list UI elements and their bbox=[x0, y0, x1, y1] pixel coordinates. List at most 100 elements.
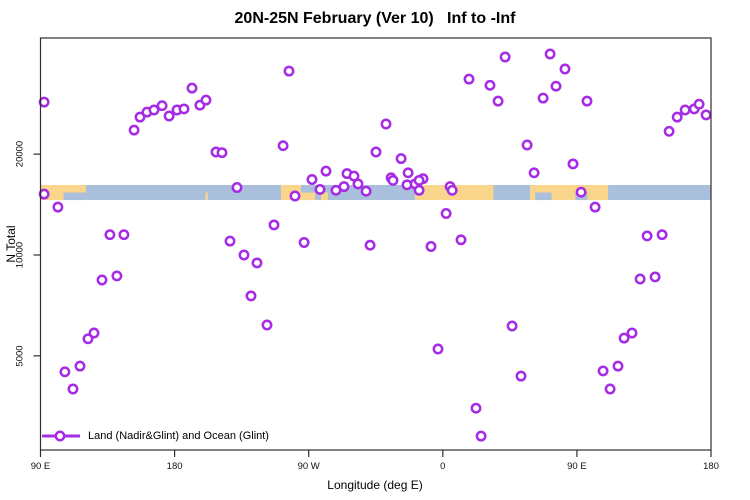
data-point bbox=[261, 319, 273, 331]
data-point bbox=[589, 201, 601, 213]
data-point bbox=[455, 234, 467, 246]
data-point bbox=[238, 249, 250, 261]
data-point bbox=[656, 229, 668, 241]
data-point bbox=[679, 104, 691, 116]
data-point bbox=[96, 274, 108, 286]
data-point bbox=[612, 360, 624, 372]
data-point bbox=[649, 271, 661, 283]
plot-box bbox=[39, 37, 712, 451]
data-point bbox=[352, 178, 364, 190]
data-point bbox=[475, 430, 487, 442]
data-point bbox=[52, 201, 64, 213]
data-point bbox=[380, 118, 392, 130]
data-point bbox=[251, 257, 263, 269]
map-strip-segment bbox=[493, 184, 531, 201]
data-point bbox=[163, 110, 175, 122]
data-point bbox=[38, 188, 50, 200]
x-tick-label-180-right: 180 bbox=[703, 461, 719, 472]
data-point bbox=[484, 79, 496, 91]
data-point bbox=[59, 366, 71, 378]
map-strip-segment bbox=[85, 184, 281, 201]
data-point bbox=[550, 80, 562, 92]
x-axis-title: Longitude (deg E) bbox=[327, 478, 423, 492]
data-point bbox=[700, 109, 712, 121]
data-point bbox=[671, 111, 683, 123]
data-point bbox=[156, 100, 168, 112]
data-point bbox=[618, 332, 630, 344]
y-tick-label-5000: 5000 bbox=[14, 345, 26, 367]
data-point bbox=[364, 239, 376, 251]
data-point bbox=[200, 94, 212, 106]
data-point bbox=[186, 82, 198, 94]
data-point bbox=[597, 365, 609, 377]
data-point bbox=[567, 158, 579, 170]
x-tick-label-180-left: 180 bbox=[166, 461, 183, 472]
x-tick-label-90w: 90 W bbox=[297, 461, 320, 472]
data-point bbox=[515, 370, 527, 382]
data-point bbox=[111, 270, 123, 282]
legend: Land (Nadir&Glint) and Ocean (Glint) bbox=[42, 429, 269, 443]
data-point bbox=[134, 111, 146, 123]
data-point bbox=[298, 237, 310, 248]
data-point bbox=[88, 327, 100, 339]
data-point bbox=[544, 48, 556, 60]
map-strip-segment bbox=[608, 184, 711, 201]
data-point bbox=[413, 184, 425, 196]
data-point bbox=[492, 95, 504, 107]
data-point bbox=[470, 402, 482, 414]
data-point bbox=[289, 190, 301, 202]
data-point bbox=[216, 147, 228, 159]
data-point bbox=[425, 241, 437, 252]
data-point bbox=[314, 183, 326, 195]
data-point bbox=[268, 219, 280, 231]
data-point bbox=[178, 103, 190, 115]
data-point bbox=[128, 124, 140, 136]
x-tick-label-90e-right: 90 E bbox=[567, 461, 587, 472]
data-point bbox=[67, 383, 79, 395]
data-point bbox=[395, 153, 407, 165]
map-strip-detail bbox=[300, 192, 316, 201]
data-point bbox=[38, 96, 50, 108]
data-point bbox=[370, 146, 382, 158]
data-point bbox=[387, 174, 399, 186]
data-point bbox=[604, 383, 616, 395]
data-point bbox=[581, 95, 593, 107]
data-point bbox=[277, 140, 289, 152]
map-strip-detail bbox=[321, 192, 328, 201]
data-point bbox=[224, 235, 236, 247]
data-point bbox=[641, 230, 653, 242]
map-strip-detail bbox=[63, 192, 86, 201]
data-point bbox=[634, 273, 646, 285]
data-point bbox=[559, 63, 571, 75]
data-point bbox=[626, 327, 638, 339]
data-point bbox=[506, 320, 518, 332]
data-point bbox=[463, 73, 475, 85]
data-point bbox=[402, 167, 414, 179]
y-tick-label-20000: 20000 bbox=[14, 140, 26, 168]
data-point bbox=[413, 174, 425, 186]
data-point bbox=[320, 165, 332, 177]
y-axis-title: N Total bbox=[4, 225, 18, 263]
data-point bbox=[306, 174, 318, 185]
data-point bbox=[245, 290, 257, 302]
data-point bbox=[693, 98, 705, 110]
legend-marker-icon bbox=[42, 430, 80, 442]
map-strip-detail bbox=[205, 192, 208, 201]
data-point bbox=[440, 208, 452, 219]
chart-title: 20N-25N February (Ver 10) Inf to -Inf bbox=[234, 10, 516, 27]
data-point bbox=[663, 125, 675, 137]
x-tick-label-0: 0 bbox=[440, 461, 446, 472]
data-point bbox=[148, 104, 160, 116]
data-point bbox=[432, 343, 444, 355]
data-point bbox=[338, 181, 350, 193]
x-tick-label-90e-left: 90 E bbox=[30, 461, 51, 472]
data-point bbox=[528, 167, 540, 179]
legend-label: Land (Nadir&Glint) and Ocean (Glint) bbox=[88, 430, 269, 442]
data-point bbox=[575, 186, 587, 198]
data-point bbox=[537, 92, 549, 104]
data-point bbox=[360, 185, 372, 197]
data-point bbox=[74, 360, 86, 372]
data-point bbox=[118, 229, 130, 241]
